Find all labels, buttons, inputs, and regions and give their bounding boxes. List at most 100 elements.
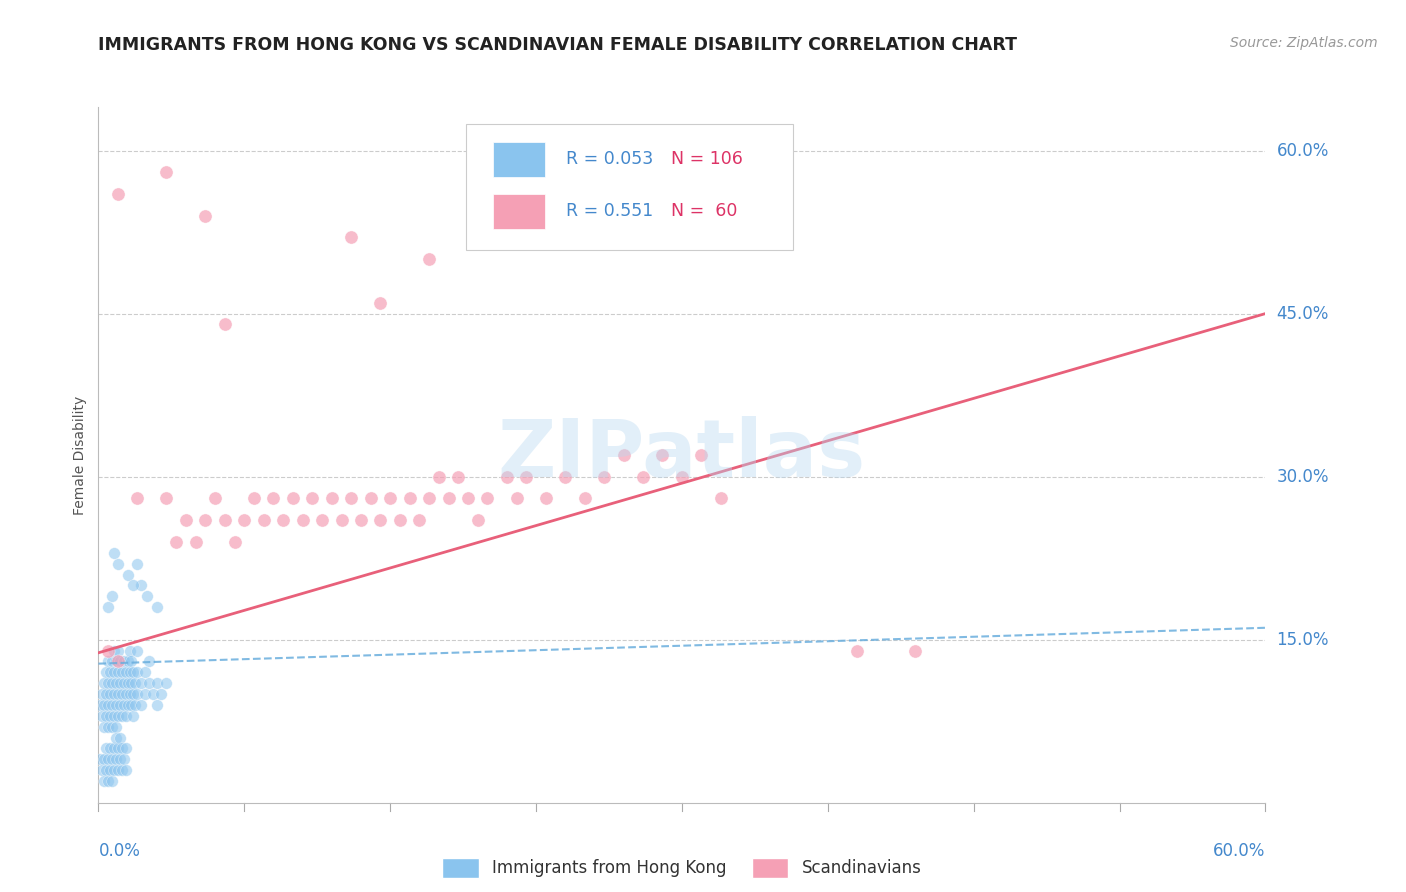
Point	[108, 676, 131, 690]
Point	[291, 513, 314, 527]
Text: 30.0%: 30.0%	[1277, 467, 1329, 485]
Point	[370, 295, 392, 310]
Point	[97, 720, 120, 734]
Point	[101, 676, 124, 690]
Point	[98, 763, 121, 777]
Point	[111, 687, 134, 701]
Point	[97, 676, 120, 690]
Point	[98, 687, 121, 701]
FancyBboxPatch shape	[465, 124, 793, 250]
Point	[97, 698, 120, 712]
Point	[127, 491, 149, 506]
Point	[101, 655, 124, 669]
Point	[321, 491, 343, 506]
Point	[104, 720, 127, 734]
Point	[96, 708, 118, 723]
Point	[118, 665, 141, 680]
Point	[253, 513, 276, 527]
Point	[233, 513, 256, 527]
Point	[114, 708, 136, 723]
Text: 60.0%: 60.0%	[1213, 842, 1265, 860]
Point	[117, 655, 139, 669]
Point	[149, 687, 172, 701]
Point	[534, 491, 557, 506]
Text: N =  60: N = 60	[672, 202, 738, 220]
Point	[574, 491, 596, 506]
Point	[370, 513, 392, 527]
Point	[262, 491, 284, 506]
Point	[340, 230, 363, 244]
Point	[98, 665, 121, 680]
Point	[103, 708, 125, 723]
Point	[103, 687, 125, 701]
Point	[146, 600, 169, 615]
Point	[107, 186, 129, 201]
Point	[96, 763, 118, 777]
Point	[271, 513, 294, 527]
Point	[408, 513, 430, 527]
Point	[350, 513, 373, 527]
Point	[427, 469, 450, 483]
Point	[118, 643, 141, 657]
Point	[124, 698, 146, 712]
Point	[103, 763, 125, 777]
Point	[91, 687, 114, 701]
Point	[155, 491, 177, 506]
Point	[122, 687, 145, 701]
Point	[108, 731, 131, 745]
Point	[194, 513, 217, 527]
Point	[129, 698, 152, 712]
Point	[418, 252, 440, 267]
Point	[112, 752, 135, 766]
Point	[467, 513, 489, 527]
Text: R = 0.053: R = 0.053	[567, 150, 654, 169]
Point	[418, 491, 440, 506]
Point	[101, 774, 124, 789]
Point	[108, 752, 131, 766]
Point	[93, 720, 115, 734]
Point	[97, 600, 120, 615]
Point	[98, 708, 121, 723]
Point	[671, 469, 693, 483]
Point	[243, 491, 266, 506]
Point	[194, 209, 217, 223]
Point	[97, 643, 120, 657]
Point	[107, 643, 129, 657]
Point	[108, 655, 131, 669]
Point	[93, 774, 115, 789]
Text: 45.0%: 45.0%	[1277, 304, 1329, 323]
Point	[107, 687, 129, 701]
Point	[477, 491, 499, 506]
Point	[388, 513, 411, 527]
Point	[117, 567, 139, 582]
Point	[330, 513, 353, 527]
Point	[93, 752, 115, 766]
Point	[93, 698, 115, 712]
Y-axis label: Female Disability: Female Disability	[73, 395, 87, 515]
Point	[97, 655, 120, 669]
Point	[121, 698, 143, 712]
Point	[214, 318, 236, 332]
Point	[112, 655, 135, 669]
Point	[127, 557, 149, 571]
Point	[107, 763, 129, 777]
Point	[103, 741, 125, 756]
Point	[118, 687, 141, 701]
Point	[134, 687, 156, 701]
Point	[117, 676, 139, 690]
Point	[378, 491, 402, 506]
Point	[91, 708, 114, 723]
Point	[612, 448, 634, 462]
Point	[146, 676, 169, 690]
Point	[103, 643, 125, 657]
Point	[505, 491, 527, 506]
Point	[114, 741, 136, 756]
Point	[845, 643, 868, 657]
Point	[204, 491, 226, 506]
Point	[904, 643, 927, 657]
Point	[122, 708, 145, 723]
Point	[107, 655, 129, 669]
Point	[515, 469, 537, 483]
Point	[651, 448, 673, 462]
Point	[127, 643, 149, 657]
